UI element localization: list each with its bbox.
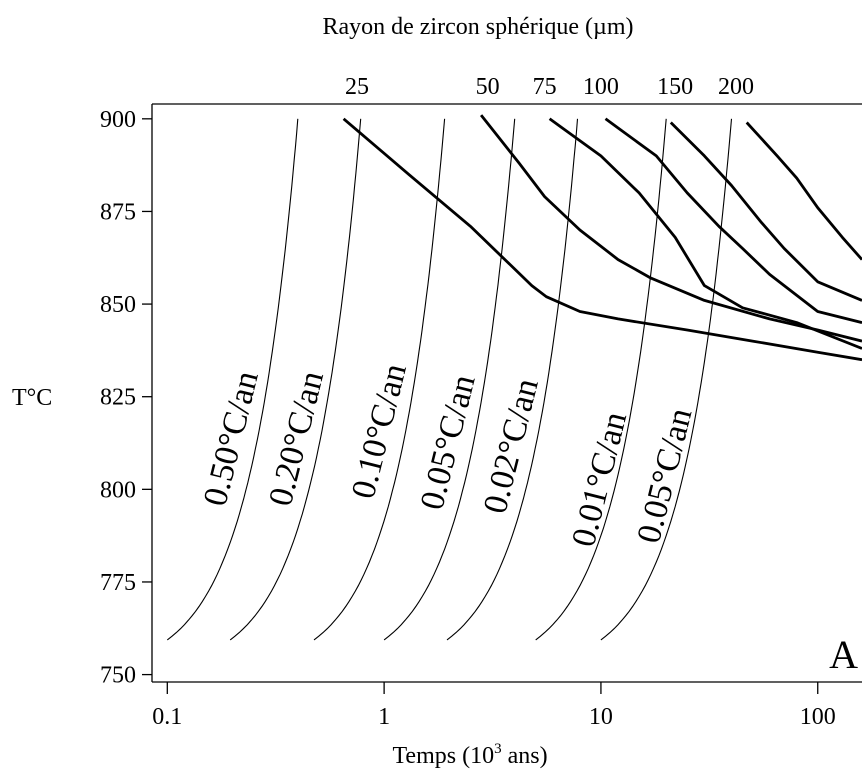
y-tick-label-4: 850 — [100, 292, 136, 318]
diffusion-curve-6 — [745, 121, 862, 261]
panel-letter: A — [829, 632, 858, 677]
top-tick-label-4: 150 — [657, 74, 693, 100]
cooling-curve-4 — [383, 118, 516, 641]
cooling-curve-5 — [446, 118, 579, 641]
x-tick-label-2: 10 — [589, 704, 613, 730]
cooling-curves — [166, 118, 733, 641]
top-tick-label-2: 75 — [533, 74, 557, 100]
y-tick-label-6: 900 — [100, 107, 136, 133]
x-tick-label-3: 100 — [800, 704, 836, 730]
ticks: 750 775 800 825 850 875 900 0.1 1 10 100 25 50 75 100 1… — [100, 74, 836, 730]
diffusion-curve-3 — [548, 117, 862, 350]
cooling-curve-2 — [229, 118, 362, 641]
diffusion-curve-5 — [669, 121, 862, 302]
diffusion-curve-2 — [480, 114, 862, 343]
y-tick-label-1: 775 — [100, 570, 136, 596]
top-tick-label-3: 100 — [583, 74, 619, 100]
top-tick-label-0: 25 — [345, 74, 369, 100]
x-axis-title-tail: ans) — [502, 743, 548, 769]
top-tick-label-5: 200 — [718, 74, 754, 100]
x-tick-label-1: 1 — [378, 704, 390, 730]
diffusion-curve-1 — [342, 117, 862, 362]
top-tick-label-1: 50 — [476, 74, 500, 100]
cooling-curve-6 — [535, 118, 667, 641]
cooling-curve-1 — [166, 118, 299, 641]
cooling-curve-3 — [313, 118, 446, 641]
y-axis-title: T°C — [12, 385, 52, 411]
axes — [151, 103, 862, 683]
top-axis-title: Rayon de zircon sphérique (µm) — [322, 14, 633, 40]
diffusion-curves — [342, 114, 862, 362]
y-tick-label-2: 800 — [100, 477, 136, 503]
y-tick-label-5: 875 — [100, 199, 136, 225]
x-axis-title: Temps (103 ans) — [392, 741, 547, 769]
cooling-curve-7 — [600, 118, 733, 641]
y-tick-label-0: 750 — [100, 663, 136, 689]
y-tick-label-3: 825 — [100, 385, 136, 411]
x-tick-label-0: 0.1 — [152, 704, 182, 730]
x-axis-title-main: Temps (10 — [392, 743, 494, 769]
diffusion-curve-4 — [604, 117, 862, 324]
x-axis-title-exponent: 3 — [494, 741, 502, 757]
